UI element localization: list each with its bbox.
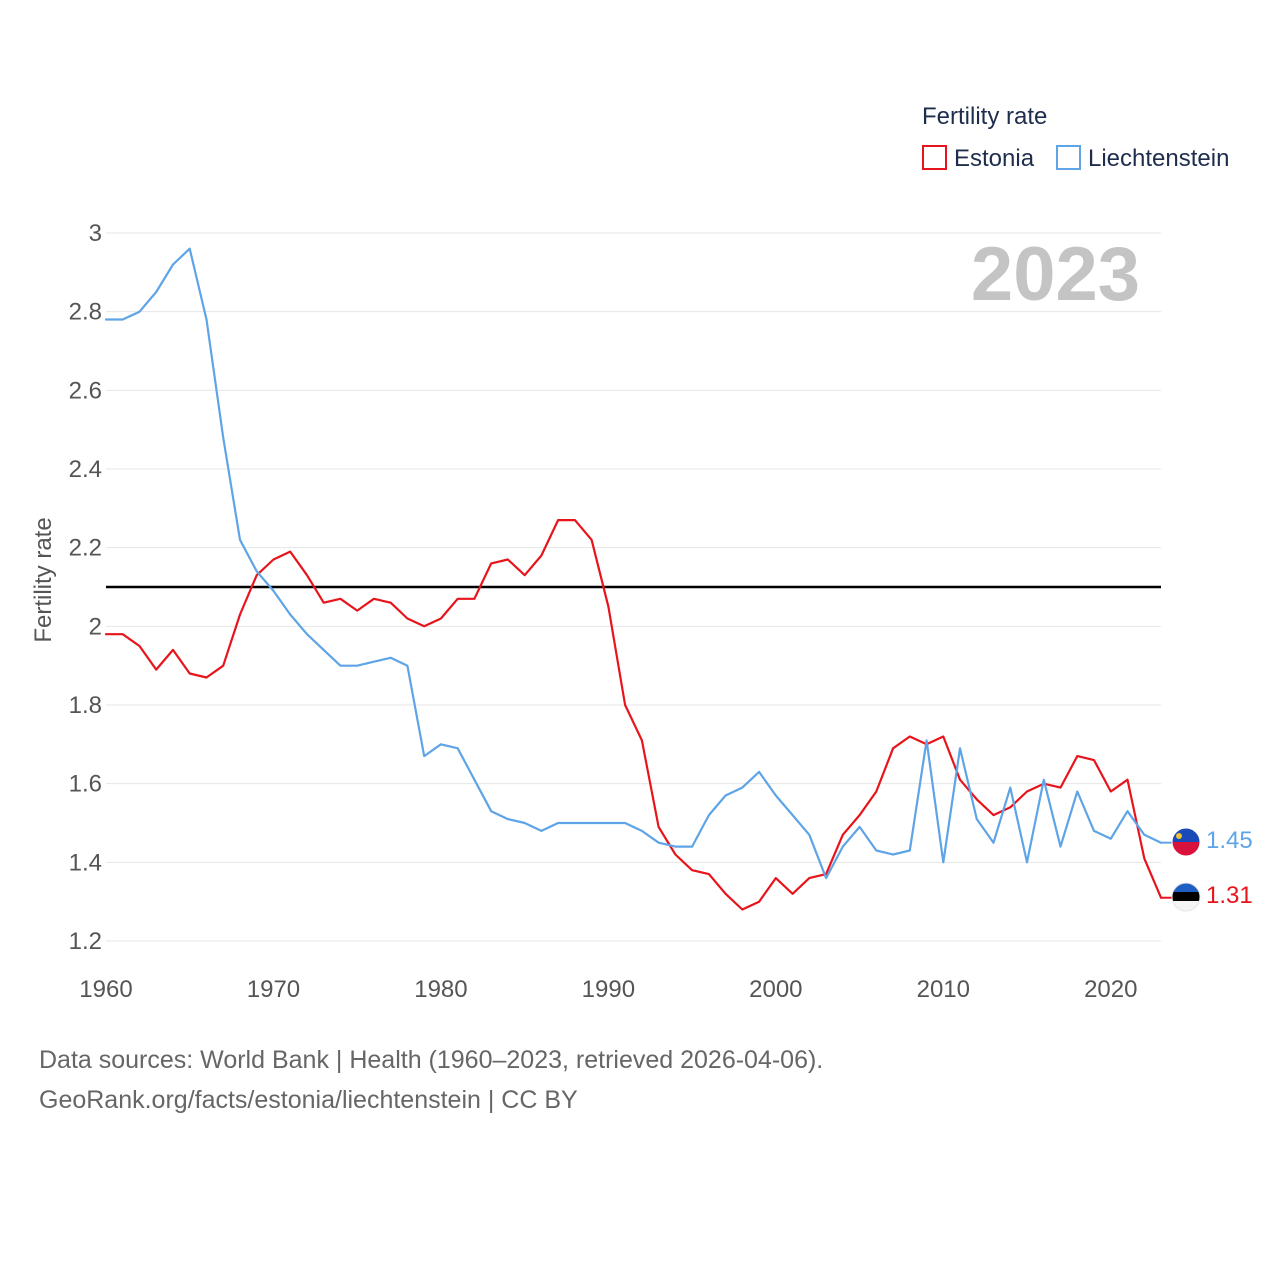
series-line-estonia[interactable] bbox=[104, 518, 1163, 911]
source-url-text[interactable]: GeoRank.org/facts/estonia/liechtenstein … bbox=[39, 1086, 578, 1114]
y-tick-label: 2.4 bbox=[69, 456, 102, 483]
legend-swatch-estonia[interactable] bbox=[922, 145, 947, 170]
x-tick-label: 1970 bbox=[247, 976, 300, 1003]
year-watermark: 2023 bbox=[971, 232, 1140, 317]
y-tick-label: 1.2 bbox=[69, 928, 102, 955]
y-axis-title: Fertility rate bbox=[30, 517, 57, 642]
end-markers: 1.45 1.31 bbox=[1171, 827, 1253, 912]
series-line-liechtenstein[interactable] bbox=[104, 247, 1163, 880]
legend-swatch-liechtenstein[interactable] bbox=[1056, 145, 1081, 170]
y-tick-label: 1.8 bbox=[69, 692, 102, 719]
legend-label-estonia[interactable]: Estonia bbox=[954, 145, 1035, 172]
x-tick-label: 2020 bbox=[1084, 976, 1137, 1003]
liechtenstein-flag-icon bbox=[1171, 827, 1201, 857]
data-source-text: Data sources: World Bank | Health (1960–… bbox=[39, 1046, 823, 1074]
gridlines bbox=[106, 232, 1161, 942]
legend-label-liechtenstein[interactable]: Liechtenstein bbox=[1088, 145, 1229, 172]
legend: Fertility rate Estonia Liechtenstein bbox=[922, 103, 1229, 172]
y-tick-label: 1.6 bbox=[69, 771, 102, 798]
end-value-estonia: 1.31 bbox=[1206, 882, 1253, 909]
y-tick-label: 2.6 bbox=[69, 377, 102, 404]
legend-title: Fertility rate bbox=[922, 103, 1047, 130]
y-tick-label: 2.2 bbox=[69, 535, 102, 562]
series-lines bbox=[104, 247, 1172, 911]
y-tick-label: 2 bbox=[89, 613, 102, 640]
y-tick-label: 2.8 bbox=[69, 299, 102, 326]
x-tick-label: 2010 bbox=[917, 976, 970, 1003]
y-tick-label: 1.4 bbox=[69, 849, 102, 876]
x-tick-label: 1980 bbox=[414, 976, 467, 1003]
y-tick-label: 3 bbox=[89, 220, 102, 247]
estonia-flag-icon bbox=[1171, 882, 1201, 912]
x-tick-label: 2000 bbox=[749, 976, 802, 1003]
x-tick-label: 1990 bbox=[582, 976, 635, 1003]
x-axis-ticks: 1960 1970 1980 1990 2000 2010 2020 bbox=[79, 976, 1137, 1003]
x-tick-label: 1960 bbox=[79, 976, 132, 1003]
y-axis-ticks: 1.2 1.4 1.6 1.8 2 2.2 2.4 2.6 2.8 3 bbox=[69, 220, 102, 955]
end-value-liechtenstein: 1.45 bbox=[1206, 827, 1253, 854]
